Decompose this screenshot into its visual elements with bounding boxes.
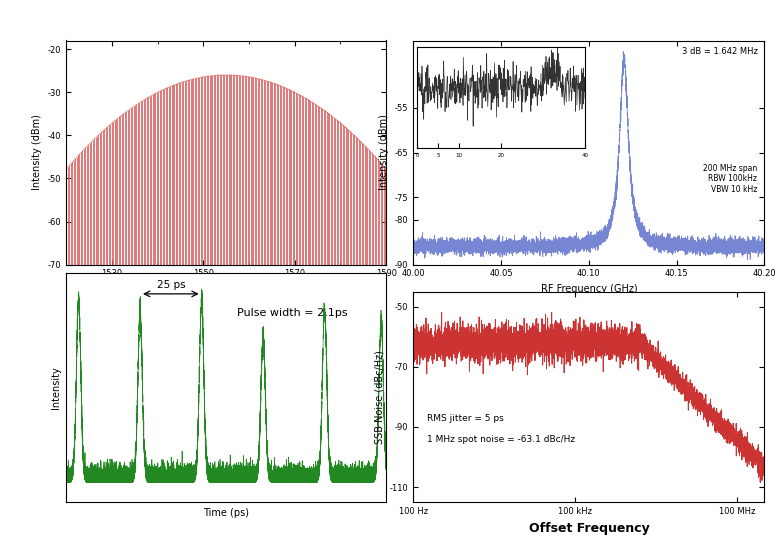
X-axis label: Time (ps): Time (ps) [204,508,249,518]
Text: Pulse width = 2.1ps: Pulse width = 2.1ps [237,308,348,318]
Y-axis label: Intensity: Intensity [51,366,61,409]
X-axis label: Offset Frequency: Offset Frequency [529,522,649,535]
Y-axis label: Intensity (dBm): Intensity (dBm) [32,114,42,191]
Text: 25 ps: 25 ps [157,280,185,291]
Text: 1 MHz spot noise = -63.1 dBc/Hz: 1 MHz spot noise = -63.1 dBc/Hz [427,435,576,444]
Y-axis label: Intensity (dBm): Intensity (dBm) [379,114,389,191]
Text: RMS jitter = 5 ps: RMS jitter = 5 ps [427,414,504,423]
Text: 3 dB = 1.642 MHz: 3 dB = 1.642 MHz [682,47,757,56]
X-axis label: RF Frequency (GHz): RF Frequency (GHz) [541,284,637,294]
Text: 200 MHz span
RBW 100kHz
VBW 10 kHz: 200 MHz span RBW 100kHz VBW 10 kHz [703,164,757,193]
X-axis label: Wavelength (nm): Wavelength (nm) [184,284,268,294]
Y-axis label: SSB Noise (dBc/Hz): SSB Noise (dBc/Hz) [374,350,385,444]
Text: Passively operating mode locked laser at 40 GHz: Passively operating mode locked laser at… [45,5,735,30]
